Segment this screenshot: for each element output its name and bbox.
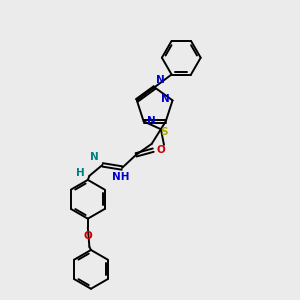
Text: N: N [156, 75, 165, 85]
Text: NH: NH [112, 172, 129, 182]
Text: S: S [160, 127, 168, 137]
Text: H: H [76, 168, 85, 178]
Text: O: O [157, 145, 166, 155]
Text: N: N [161, 94, 170, 104]
Text: N: N [147, 116, 155, 126]
Text: N: N [90, 152, 99, 162]
Text: O: O [83, 231, 92, 241]
